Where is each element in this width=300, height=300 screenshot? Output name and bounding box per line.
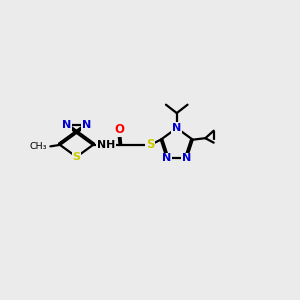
Text: CH₃: CH₃	[30, 142, 47, 151]
Text: O: O	[115, 123, 125, 136]
Text: N: N	[172, 123, 182, 133]
Text: S: S	[146, 138, 154, 152]
Text: N: N	[82, 120, 92, 130]
Text: NH: NH	[97, 140, 115, 150]
Text: N: N	[182, 154, 191, 164]
Text: N: N	[61, 120, 71, 130]
Text: N: N	[162, 154, 172, 164]
Text: S: S	[73, 152, 80, 162]
